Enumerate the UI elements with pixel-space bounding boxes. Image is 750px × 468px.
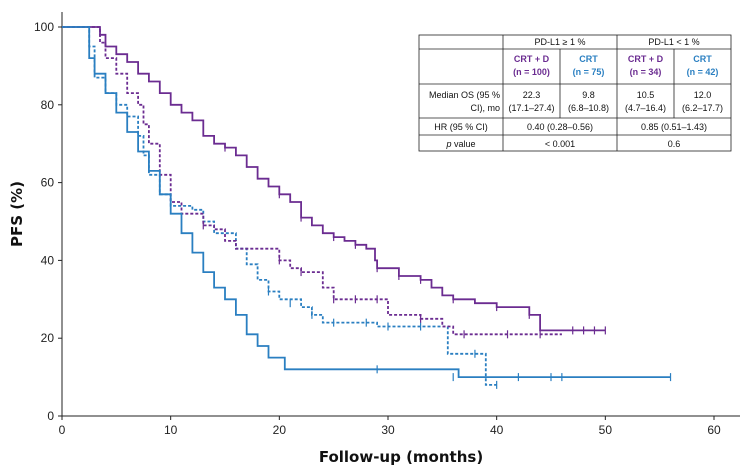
x-tick-label-10: 10 — [164, 423, 178, 437]
series-line-4 — [62, 26, 671, 378]
y-axis-title: PFS (%) — [8, 181, 26, 247]
y-tick-label-100: 100 — [34, 20, 54, 34]
axis-ticks: 0 10 20 30 40 50 60 0 20 40 60 80 100 — [34, 20, 721, 437]
median-value-1: 22.3 — [523, 90, 541, 100]
median-ci-4: (6.2–17.7) — [682, 103, 723, 113]
median-value-4: 12.0 — [694, 90, 712, 100]
group-header-pdl1-low: PD-L1 < 1 % — [648, 37, 699, 47]
median-ci-1: (17.1–27.4) — [508, 103, 554, 113]
median-label-line1: Median OS (95 % — [429, 90, 500, 100]
series-1 — [62, 26, 606, 335]
median-ci-3: (4.7–16.4) — [625, 103, 666, 113]
x-tick-label-60: 60 — [707, 423, 721, 437]
median-value-3: 10.5 — [637, 90, 655, 100]
hr-value-low: 0.85 (0.51–1.43) — [641, 122, 707, 132]
arm-n-1: (n = 100) — [513, 67, 550, 77]
hr-value-high: 0.40 (0.28–0.56) — [527, 122, 593, 132]
y-tick-label-0: 0 — [47, 409, 54, 423]
median-label-line2: CI), mo — [470, 103, 500, 113]
p-value-low: 0.6 — [668, 139, 681, 149]
y-tick-label-80: 80 — [41, 98, 55, 112]
x-tick-label-30: 30 — [381, 423, 395, 437]
arm-n-4: (n = 42) — [687, 67, 719, 77]
median-ci-2: (6.8–10.8) — [568, 103, 609, 113]
y-tick-label-20: 20 — [41, 331, 55, 345]
series-4 — [62, 26, 672, 382]
y-tick-label-60: 60 — [41, 176, 55, 190]
hr-label: HR (95 % CI) — [434, 122, 488, 132]
series-line-1 — [62, 26, 606, 332]
arm-header-3: CRT + D — [628, 54, 664, 64]
x-tick-label-50: 50 — [599, 423, 613, 437]
x-tick-label-0: 0 — [59, 423, 66, 437]
survival-curves — [62, 26, 672, 389]
group-header-pdl1-high: PD-L1 ≥ 1 % — [535, 37, 586, 47]
x-tick-label-20: 20 — [273, 423, 287, 437]
arm-header-1: CRT + D — [514, 54, 550, 64]
arm-n-2: (n = 75) — [573, 67, 605, 77]
median-value-2: 9.8 — [582, 90, 595, 100]
p-label: p value — [445, 139, 475, 149]
x-tick-label-40: 40 — [490, 423, 504, 437]
arm-header-2: CRT — [579, 54, 598, 64]
y-tick-label-40: 40 — [41, 253, 55, 267]
x-axis-title: Follow-up (months) — [319, 448, 483, 466]
inset-table: PD-L1 ≥ 1 % PD-L1 < 1 % CRT + D (n = 100… — [418, 34, 732, 152]
arm-n-3: (n = 34) — [630, 67, 662, 77]
arm-header-4: CRT — [693, 54, 712, 64]
p-value-high: < 0.001 — [545, 139, 575, 149]
